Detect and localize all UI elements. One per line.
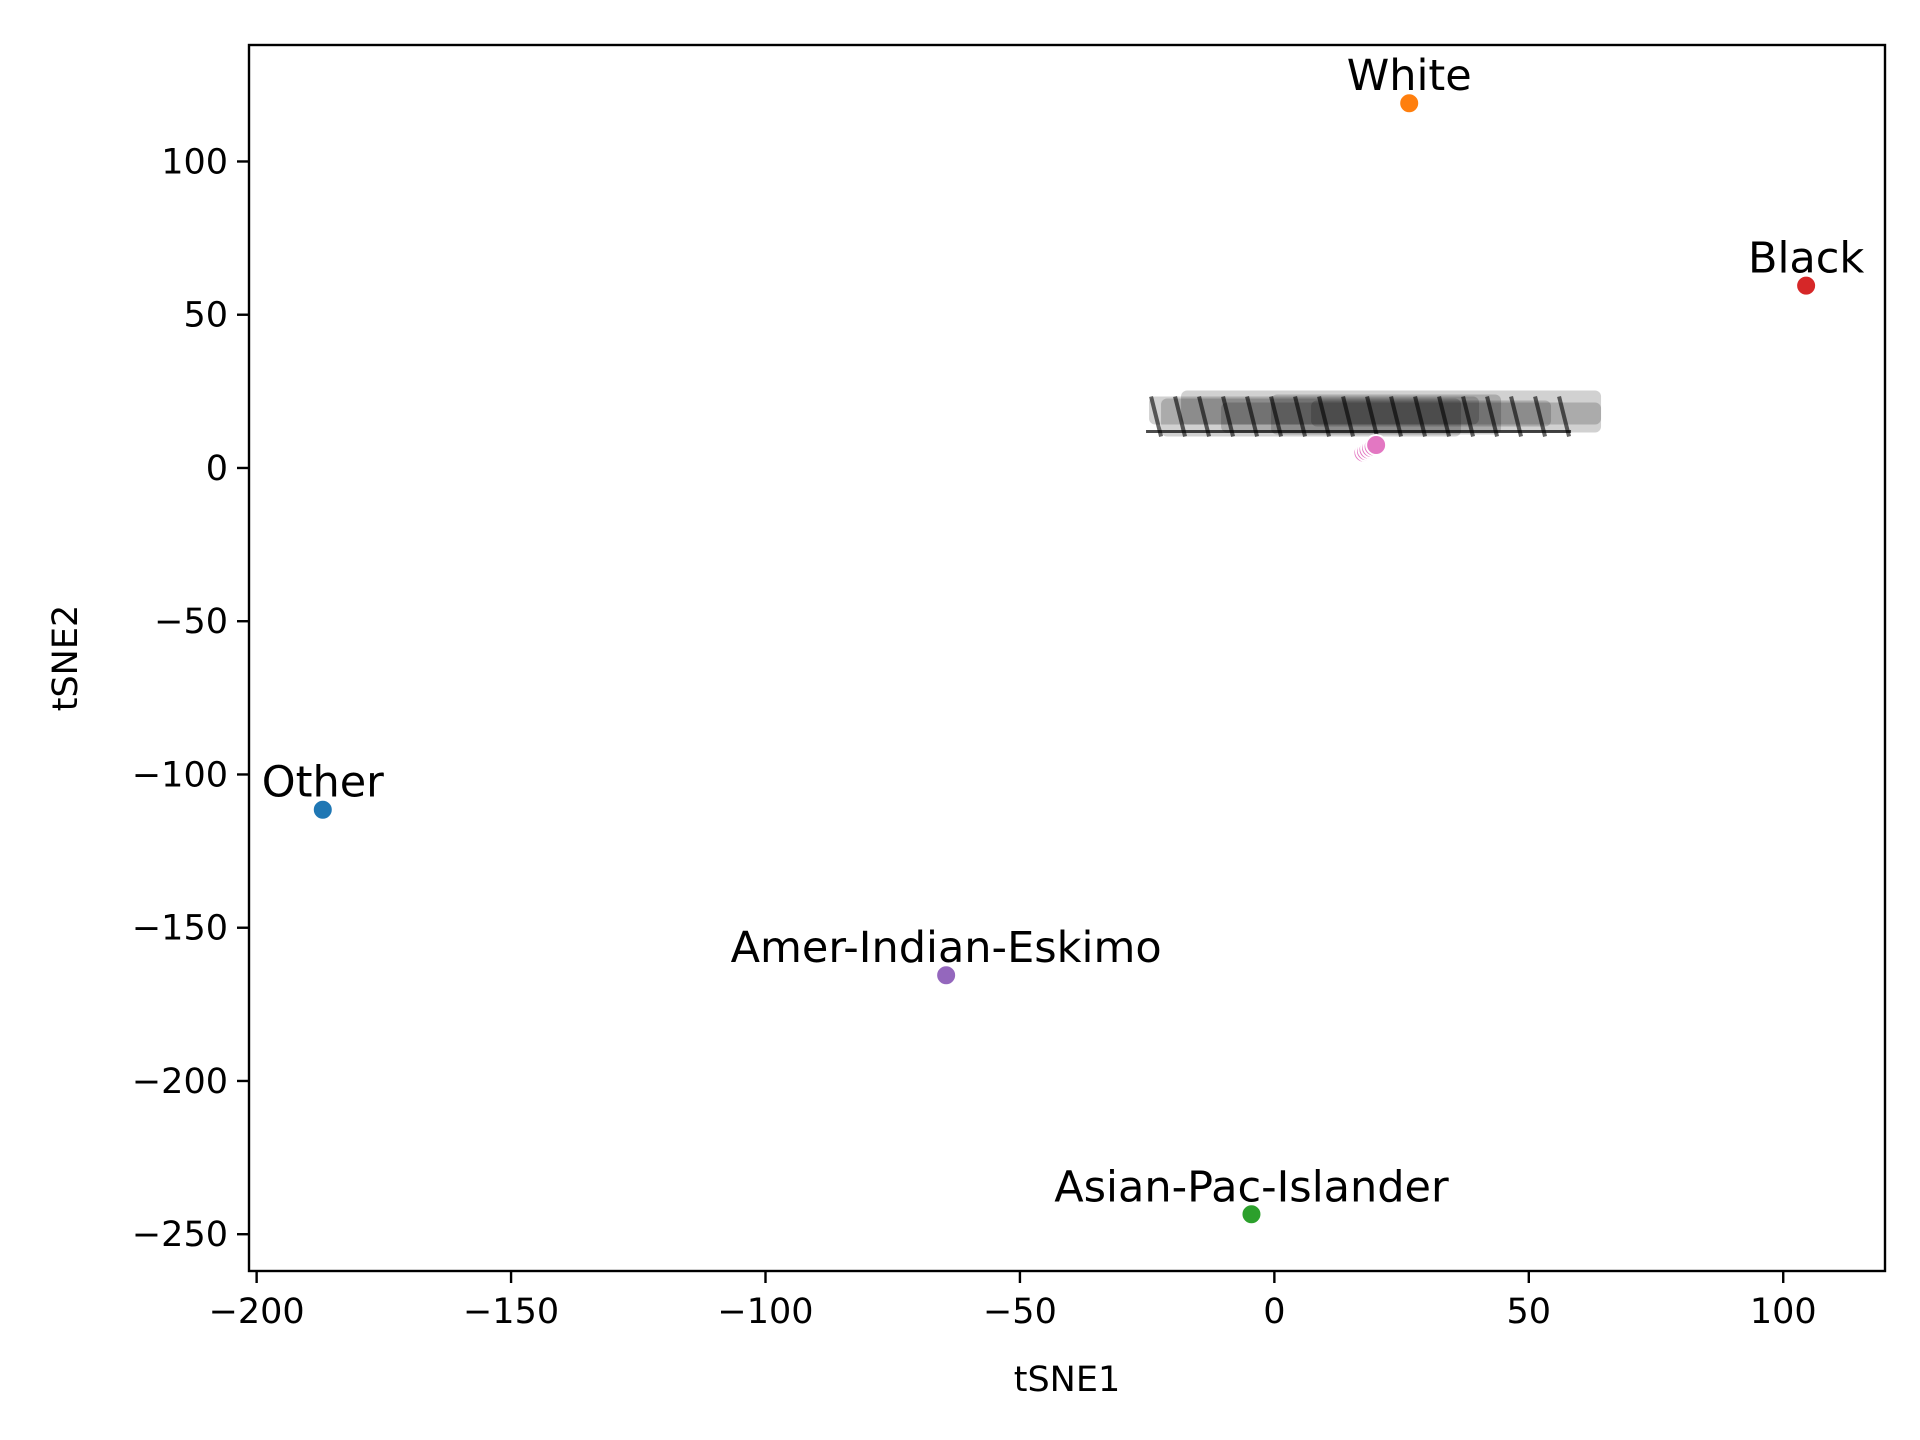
y-axis-title: tSNE2 <box>46 605 86 712</box>
x-tick-label: 100 <box>1750 1292 1817 1332</box>
overlapping-label-stroke <box>1557 396 1571 438</box>
data-point <box>1795 274 1818 297</box>
point-label: Asian-Pac-Islander <box>1054 1162 1449 1212</box>
point-label: Other <box>262 758 384 808</box>
point-label: Black <box>1748 234 1864 284</box>
overlapping-label-stroke <box>1269 396 1283 438</box>
y-tick-label: 0 <box>206 449 228 489</box>
x-tick-label: 50 <box>1507 1292 1552 1332</box>
y-tick-label: −150 <box>132 909 228 949</box>
point-label: White <box>1347 51 1472 101</box>
overlapping-label-stroke <box>1437 396 1451 438</box>
y-tick-label: 100 <box>161 142 228 182</box>
x-tick-label: −100 <box>717 1292 813 1332</box>
overlapping-label-stroke <box>1149 396 1163 438</box>
overlapping-label-cluster <box>1146 390 1602 438</box>
y-tick-label: −50 <box>154 602 228 642</box>
x-tick-label: −200 <box>209 1292 305 1332</box>
overlapping-label-stroke <box>1365 396 1379 438</box>
overlapping-label-stroke <box>1221 396 1235 438</box>
overlapping-label-stroke <box>1461 396 1475 438</box>
points-layer <box>311 92 1818 1226</box>
y-tick-label: −250 <box>132 1215 228 1255</box>
overlapping-label-stroke <box>1341 396 1355 438</box>
overlapping-label-smudge <box>1181 390 1602 425</box>
data-point <box>311 798 334 821</box>
plot-frame <box>247 43 1887 1273</box>
overlapping-label-smudge <box>1161 398 1462 437</box>
x-tick-label: −150 <box>463 1292 559 1332</box>
y-tick-label: 50 <box>183 296 228 336</box>
data-point <box>1365 433 1388 456</box>
y-tick-label: −200 <box>132 1062 228 1102</box>
data-point <box>1398 92 1421 115</box>
point-labels-layer: Other White Asian-Pac-Islander Black Amer-In… <box>262 51 1865 1212</box>
point-label: Amer-Indian-Eskimo <box>731 923 1162 973</box>
overlapping-label-stroke <box>1197 396 1211 438</box>
overlapping-label-stroke <box>1245 396 1259 438</box>
overlapping-label-stroke <box>1485 396 1499 438</box>
y-axis-ticks: −250 −200 −150 −100 −50 0 50 100 <box>132 142 249 1255</box>
overlapping-label-stroke <box>1293 396 1307 438</box>
data-point <box>935 964 958 987</box>
overlapping-label-stroke <box>1413 396 1427 438</box>
x-axis-ticks: −200 −150 −100 −50 0 50 100 <box>209 1271 1817 1332</box>
y-tick-label: −100 <box>132 755 228 795</box>
overlapping-label-stroke <box>1509 396 1523 438</box>
overlapping-label-smudge <box>1271 394 1502 435</box>
overlapping-label-stroke <box>1533 396 1547 438</box>
overlapping-label-stroke <box>1173 396 1187 438</box>
x-axis-title: tSNE1 <box>1014 1360 1121 1400</box>
overlapping-label-stroke <box>1389 396 1403 438</box>
x-tick-label: −50 <box>983 1292 1057 1332</box>
x-tick-label: 0 <box>1263 1292 1285 1332</box>
overlapping-label-smudge <box>1221 402 1602 433</box>
data-point <box>1240 1203 1263 1226</box>
overlapping-label-stroke <box>1317 396 1331 438</box>
